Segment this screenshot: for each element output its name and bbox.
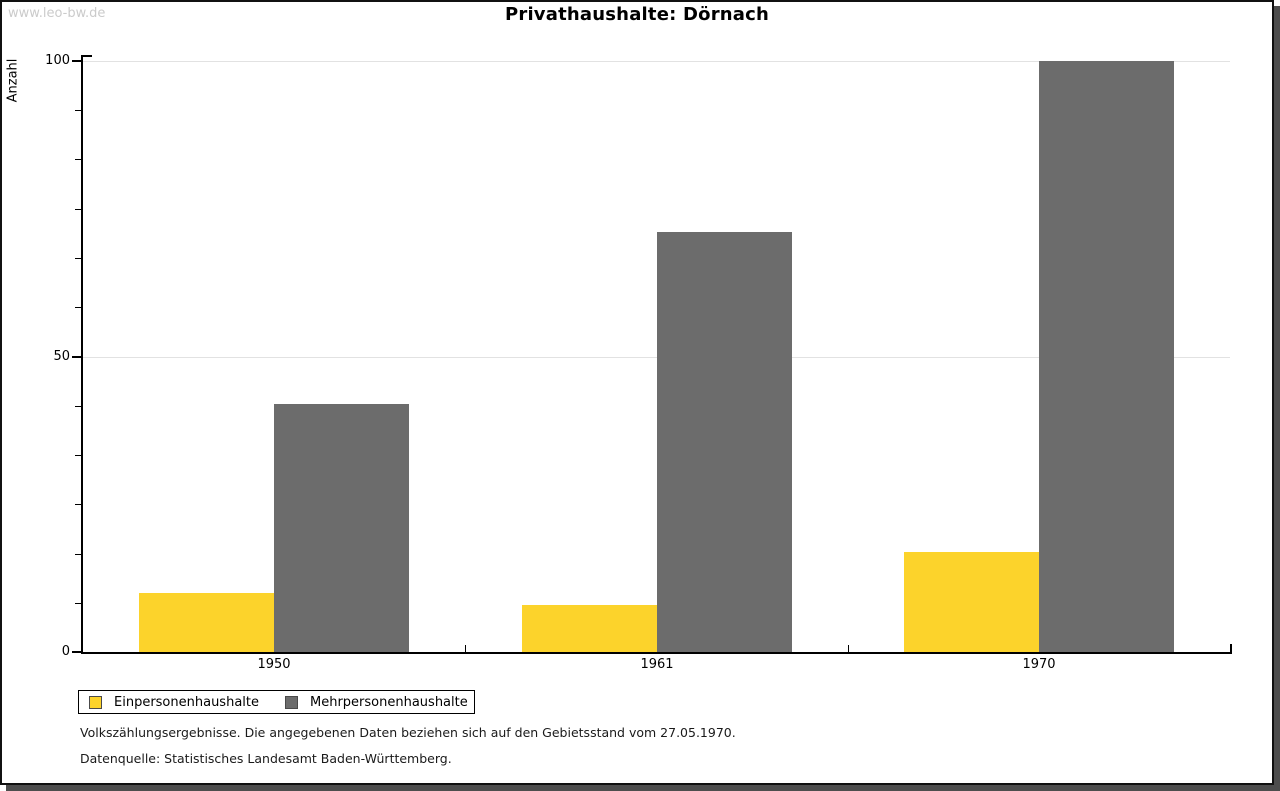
x-axis-tick [848, 645, 849, 652]
gridline-y-100 [83, 61, 1230, 62]
y-axis-major-tick-100 [72, 60, 81, 62]
bar-1961-einpersonen [522, 605, 657, 652]
legend-swatch-einpersonenhaushalte-icon [89, 695, 102, 709]
y-axis-minor-tick [75, 209, 81, 210]
bar-1970-einpersonen [904, 552, 1039, 652]
x-axis-category-label-1970: 1970 [1022, 657, 1056, 672]
x-axis-category-label-1961: 1961 [640, 657, 674, 672]
legend-item-mehrpersonenhaushalte: Mehrpersonenhaushalte [285, 695, 468, 710]
y-axis-minor-tick [75, 603, 81, 604]
y-axis-major-tick-0 [72, 651, 81, 653]
y-axis-minor-tick [75, 554, 81, 555]
y-axis-minor-tick [75, 159, 81, 160]
y-axis-minor-tick [75, 455, 81, 456]
x-axis-tick [465, 645, 466, 652]
legend: Einpersonenhaushalte Mehrpersonenhaushal… [78, 690, 475, 714]
gridline-y-50 [83, 357, 1230, 358]
footnote-source-note: Volkszählungsergebnisse. Die angegebenen… [80, 725, 736, 740]
x-axis-right-cap [1230, 644, 1232, 652]
y-axis-minor-tick [75, 258, 81, 259]
y-axis-minor-tick [75, 406, 81, 407]
legend-label-einpersonenhaushalte: Einpersonenhaushalte [114, 694, 259, 710]
legend-swatch-mehrpersonenhaushalte-icon [285, 695, 298, 709]
footnote-data-source: Datenquelle: Statistisches Landesamt Bad… [80, 751, 452, 766]
bar-1961-mehrpersonen [657, 232, 792, 652]
bar-1950-mehrpersonen [274, 404, 409, 652]
y-axis-tick-label-100: 100 [45, 53, 70, 68]
y-axis-tick-label-0: 0 [61, 644, 70, 659]
legend-label-mehrpersonenhaushalte: Mehrpersonenhaushalte [310, 694, 468, 710]
y-axis-minor-tick [75, 504, 81, 505]
x-axis-category-label-1950: 1950 [257, 657, 291, 672]
chart-title: Privathaushalte: Dörnach [504, 4, 770, 25]
watermark: www.leo-bw.de [8, 6, 106, 21]
y-axis-minor-tick [75, 307, 81, 308]
x-axis-line [81, 652, 1232, 654]
y-axis-tick-label-50: 50 [53, 349, 70, 364]
y-axis-major-tick-50 [72, 356, 81, 358]
plot-area: 0 50 100 1950 1961 1970 [2, 2, 1272, 783]
legend-item-einpersonenhaushalte: Einpersonenhaushalte [89, 695, 259, 710]
y-axis-top-cap [81, 55, 92, 57]
y-axis-minor-tick [75, 110, 81, 111]
y-axis-line [81, 55, 83, 654]
bar-1970-mehrpersonen [1039, 61, 1174, 652]
bar-1950-einpersonen [139, 593, 274, 652]
